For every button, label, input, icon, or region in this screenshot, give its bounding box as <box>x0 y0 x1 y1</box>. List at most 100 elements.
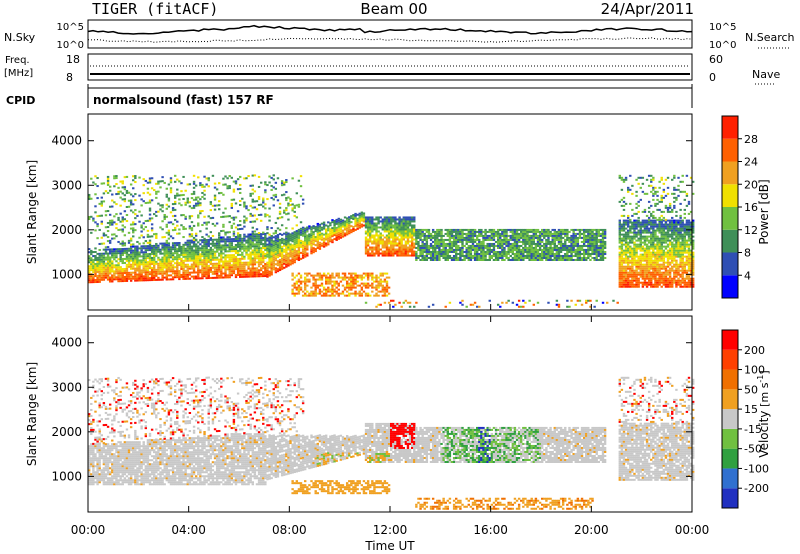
power-cell <box>624 279 628 282</box>
power-cell <box>377 294 380 297</box>
power-cell <box>633 233 636 236</box>
power-cell <box>104 274 108 277</box>
power-cell <box>373 222 376 225</box>
power-cell <box>211 244 215 247</box>
power-cell <box>150 227 154 230</box>
power-cell <box>184 189 187 192</box>
power-cell <box>364 301 368 304</box>
power-cell <box>580 240 584 243</box>
power-cell <box>169 246 173 249</box>
power-cell <box>438 234 441 237</box>
power-cell <box>291 232 294 235</box>
power-cell <box>429 232 433 235</box>
power-cell <box>320 238 324 241</box>
power-cell <box>467 236 470 239</box>
power-cell <box>566 234 569 237</box>
power-cell <box>201 247 204 250</box>
power-cell <box>222 264 225 267</box>
power-cell <box>274 247 278 250</box>
power-cell <box>173 214 177 217</box>
power-cell <box>222 260 225 263</box>
power-cell <box>431 252 435 255</box>
power-cell <box>337 221 340 224</box>
power-cell <box>436 234 439 237</box>
power-cell <box>247 261 250 264</box>
power-cell <box>224 256 227 259</box>
power-cell <box>618 239 621 242</box>
power-cell <box>136 255 139 258</box>
power-cell <box>561 248 565 251</box>
power-cell <box>234 250 238 253</box>
power-cell <box>421 248 424 251</box>
power-cell <box>524 238 527 241</box>
power-cell <box>366 216 370 219</box>
power-cell <box>597 230 601 233</box>
power-cell <box>299 286 303 289</box>
power-cell <box>167 231 171 234</box>
power-cell <box>165 270 168 273</box>
power-cell <box>106 272 110 275</box>
power-cell <box>350 286 353 289</box>
power-cell <box>517 248 521 251</box>
power-cell <box>220 236 223 239</box>
power-cell <box>494 254 498 257</box>
power-cell <box>431 248 435 251</box>
power-cell <box>173 246 177 249</box>
power-cell <box>163 216 166 219</box>
power-cell <box>239 275 242 278</box>
power-cell <box>450 256 454 259</box>
power-cell <box>633 259 636 262</box>
power-cell <box>148 279 152 282</box>
power-cell <box>96 252 99 255</box>
power-cell <box>165 207 168 210</box>
power-cell <box>125 214 129 217</box>
power-cell <box>406 234 410 237</box>
power-cell <box>360 286 364 289</box>
power-cell <box>134 257 137 260</box>
power-cell <box>211 216 215 219</box>
power-cell <box>169 179 173 182</box>
power-cell <box>186 247 189 250</box>
power-cell <box>268 215 271 218</box>
power-cell <box>190 251 194 254</box>
power-cell <box>142 253 145 256</box>
power-cell <box>251 188 254 191</box>
power-cell <box>415 256 418 259</box>
power-cell <box>387 292 391 295</box>
power-cell <box>434 250 437 253</box>
power-cell <box>568 236 571 239</box>
power-cell <box>593 232 596 235</box>
power-cell <box>320 244 324 247</box>
power-cell <box>199 182 202 185</box>
power-cell <box>121 230 124 233</box>
power-cell <box>620 263 624 266</box>
power-cell <box>415 232 418 235</box>
power-cell <box>190 267 194 270</box>
power-cell <box>404 242 408 245</box>
power-cell <box>394 224 397 227</box>
power-cell <box>543 252 546 255</box>
power-cell <box>515 238 519 241</box>
power-cell <box>178 274 181 277</box>
power-cell <box>184 269 187 272</box>
power-cell <box>146 219 150 222</box>
power-cell <box>547 228 550 231</box>
power-cell <box>553 230 556 233</box>
power-cell <box>111 205 114 208</box>
power-cell <box>390 220 393 223</box>
power-cell <box>148 213 152 216</box>
power-cell <box>417 236 420 239</box>
power-cell <box>148 219 152 222</box>
power-cell <box>148 265 152 268</box>
power-cell <box>192 255 196 258</box>
power-cell <box>113 177 116 180</box>
power-cell <box>90 177 93 180</box>
power-cell <box>274 187 278 190</box>
power-cell <box>356 280 359 283</box>
power-cell <box>400 230 403 233</box>
power-cell <box>331 274 334 277</box>
power-cell <box>589 228 592 231</box>
power-cell <box>287 258 290 261</box>
power-cell <box>394 222 397 225</box>
power-cell <box>373 254 376 257</box>
